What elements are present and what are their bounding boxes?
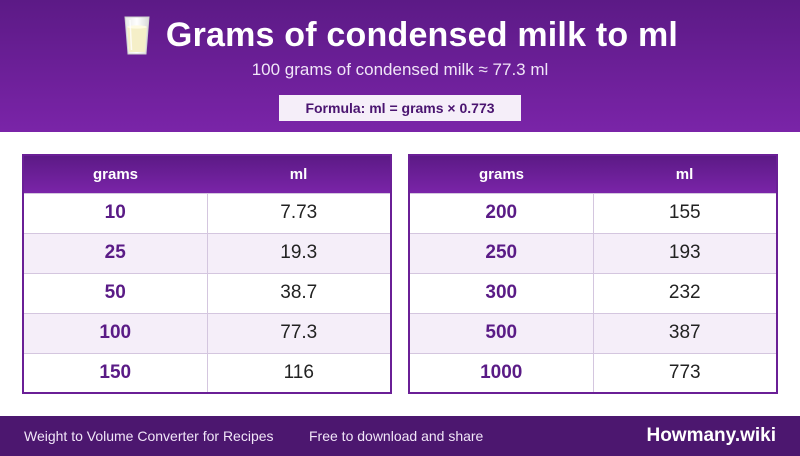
page-title: Grams of condensed milk to ml <box>165 15 679 54</box>
footer-bar: Weight to Volume Converter for Recipes F… <box>0 416 800 456</box>
table-row: 150 116 <box>23 352 391 393</box>
column-header-grams: grams <box>23 155 207 193</box>
formula-badge: Formula: ml = grams × 0.773 <box>279 95 521 121</box>
ml-cell: 155 <box>592 192 777 233</box>
ml-cell: 116 <box>206 352 391 393</box>
table-header-row: grams ml <box>23 155 391 193</box>
table-row: 200 155 <box>409 192 777 233</box>
footer-free-note: Free to download and share <box>309 428 484 444</box>
table-row: 500 387 <box>409 312 777 353</box>
table-row: 1000 773 <box>409 352 777 393</box>
ml-cell: 387 <box>592 312 777 353</box>
grams-cell: 1000 <box>409 352 593 393</box>
ml-cell: 19.3 <box>206 232 391 273</box>
subtitle: 100 grams of condensed milk ≈ 77.3 ml <box>251 60 549 79</box>
column-header-ml: ml <box>207 155 391 193</box>
grams-cell: 200 <box>409 192 593 233</box>
grams-cell: 500 <box>409 312 593 353</box>
milk-glass-icon <box>124 16 150 55</box>
table-row: 50 38.7 <box>23 272 391 313</box>
ml-cell: 773 <box>592 352 777 393</box>
column-header-grams: grams <box>409 155 593 193</box>
ml-cell: 7.73 <box>206 192 391 233</box>
brand-logo[interactable]: Howmany.wiki <box>646 425 776 446</box>
grams-cell: 250 <box>409 232 593 273</box>
column-header-ml: ml <box>593 155 777 193</box>
table-row: 25 19.3 <box>23 232 391 273</box>
grams-cell: 100 <box>23 312 207 353</box>
conversion-table-left: grams ml 10 7.73 25 19.3 50 38.7 100 77.… <box>22 154 392 394</box>
table-row: 300 232 <box>409 272 777 313</box>
grams-cell: 10 <box>23 192 207 233</box>
ml-cell: 193 <box>592 232 777 273</box>
ml-cell: 77.3 <box>206 312 391 353</box>
grams-cell: 50 <box>23 272 207 313</box>
table-header-row: grams ml <box>409 155 777 193</box>
grams-cell: 300 <box>409 272 593 313</box>
table-row: 10 7.73 <box>23 192 391 233</box>
title-row: Grams of condensed milk to ml <box>0 12 800 58</box>
footer-tagline: Weight to Volume Converter for Recipes <box>24 428 274 444</box>
table-row: 250 193 <box>409 232 777 273</box>
conversion-table-right: grams ml 200 155 250 193 300 232 500 387… <box>408 154 778 394</box>
table-row: 100 77.3 <box>23 312 391 353</box>
ml-cell: 38.7 <box>206 272 391 313</box>
grams-cell: 25 <box>23 232 207 273</box>
header-banner: Grams of condensed milk to ml 100 grams … <box>0 0 800 132</box>
ml-cell: 232 <box>592 272 777 313</box>
grams-cell: 150 <box>23 352 207 393</box>
